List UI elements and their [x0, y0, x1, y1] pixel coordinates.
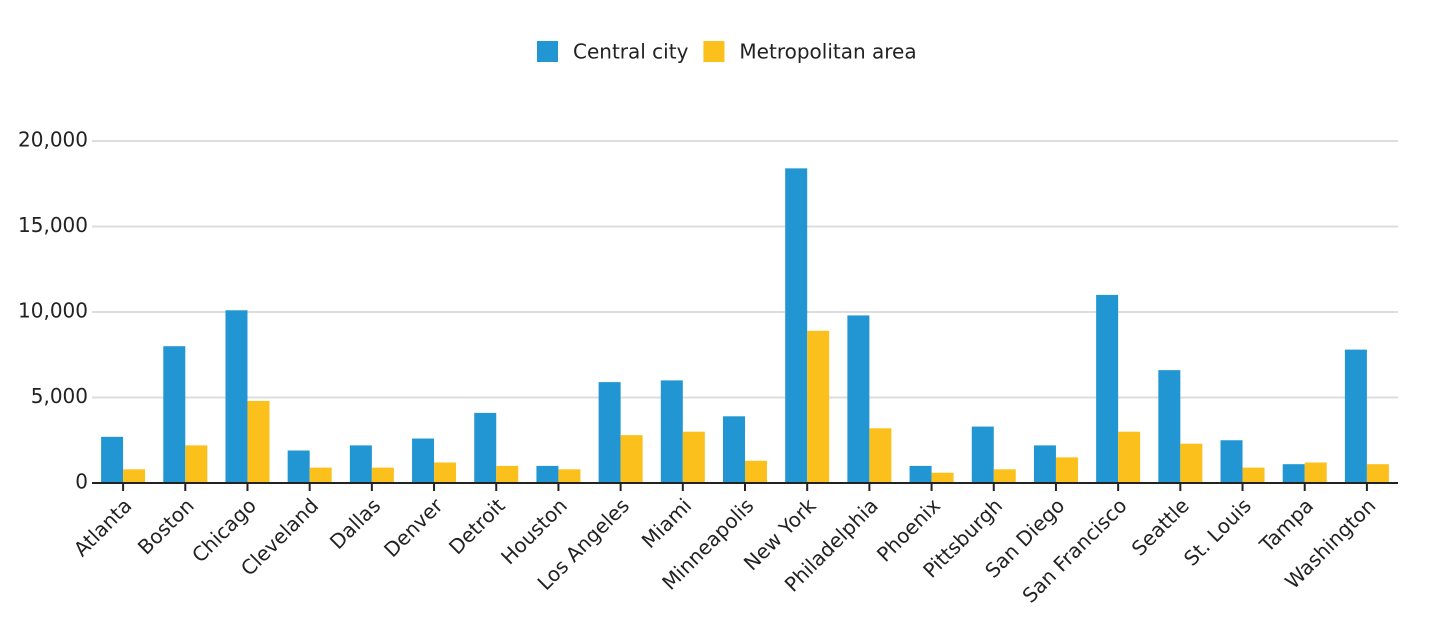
bar: [723, 416, 745, 483]
bar: [371, 467, 394, 483]
bar: [847, 315, 870, 483]
bar: [309, 467, 332, 483]
y-tick-label: 20,000: [18, 128, 88, 152]
bar: [1242, 467, 1265, 483]
bar: [620, 435, 643, 483]
bar: [785, 168, 808, 484]
bar: [1180, 443, 1203, 483]
bar: [496, 465, 519, 483]
bar: [225, 310, 248, 483]
y-tick-label: 5,000: [31, 384, 88, 408]
bar: [1096, 294, 1119, 483]
bar: [807, 330, 830, 483]
bar: [287, 450, 310, 483]
bar: [1033, 445, 1056, 483]
bar: [660, 380, 683, 483]
bar: [536, 465, 559, 483]
x-tick-label: Miami: [637, 493, 696, 552]
legend-swatch: [703, 41, 725, 62]
bar: [434, 462, 457, 483]
bar: [909, 465, 932, 483]
bar: [971, 426, 994, 483]
legend-label: Metropolitan area: [739, 40, 916, 64]
bar: [558, 469, 581, 483]
bar: [1366, 464, 1389, 483]
x-tick-label: Atlanta: [69, 493, 137, 561]
bar: [745, 460, 767, 483]
bar: [1055, 457, 1078, 483]
bar: [1158, 370, 1181, 483]
bar: [163, 346, 186, 483]
bar: [682, 431, 705, 483]
bar: [598, 382, 621, 483]
y-tick-label: 15,000: [18, 213, 88, 237]
bar: [185, 445, 208, 483]
bar: [931, 472, 954, 483]
bar: [1344, 349, 1367, 483]
y-tick-label: 10,000: [18, 299, 88, 323]
bar: [993, 469, 1016, 483]
legend-swatch: [537, 41, 558, 62]
x-tick-label: Dallas: [325, 493, 385, 553]
bar: [1282, 464, 1305, 483]
bar: [1220, 440, 1243, 483]
x-tick-label: Denver: [379, 493, 448, 562]
bar: [474, 412, 497, 483]
bar: [247, 400, 270, 483]
legend-label: Central city: [573, 40, 689, 64]
bar: [123, 469, 146, 483]
y-tick-label: 0: [75, 470, 88, 494]
bar: [1118, 431, 1141, 483]
bar: [869, 428, 892, 483]
x-tick-label: St. Louis: [1179, 493, 1256, 570]
bar: [412, 438, 435, 483]
bar: [1304, 462, 1327, 483]
bar: [101, 436, 124, 483]
bar: [349, 445, 372, 483]
